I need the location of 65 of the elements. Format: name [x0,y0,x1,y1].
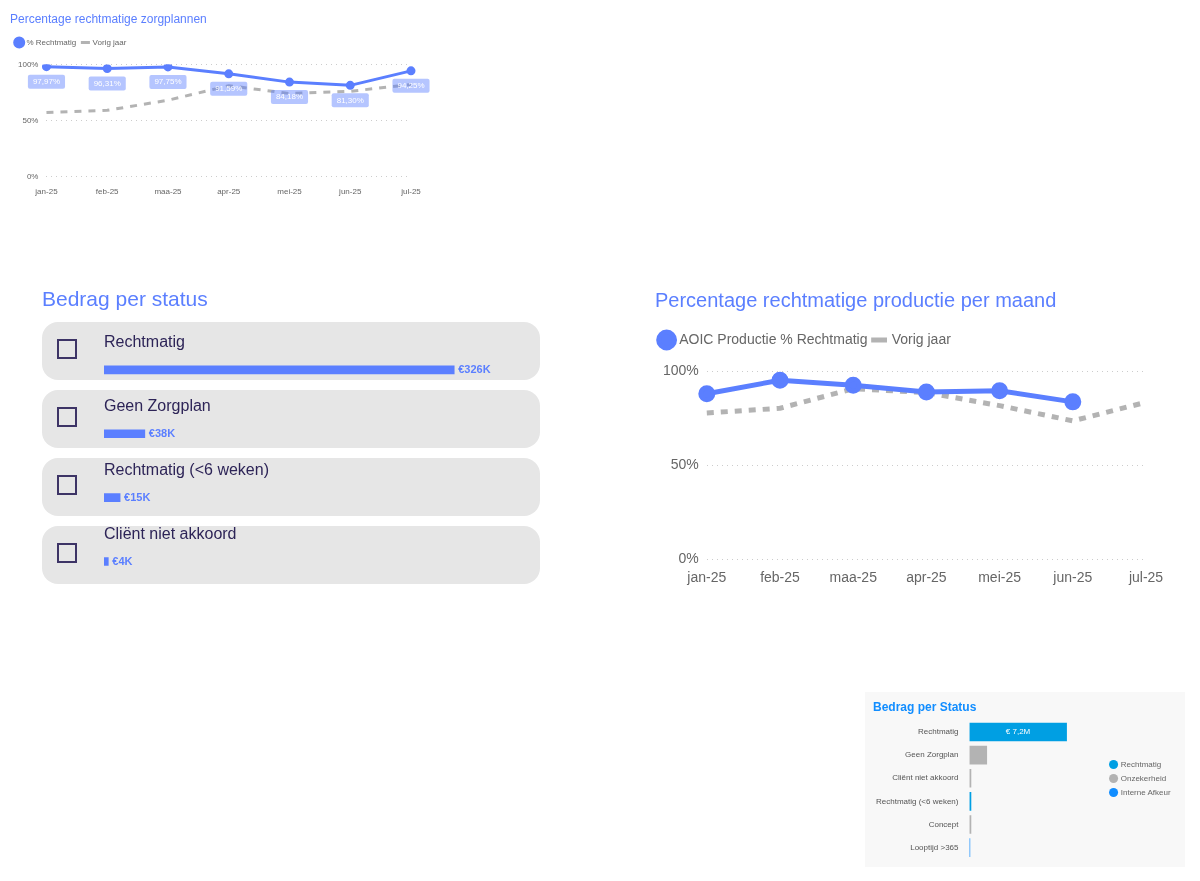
y-tick-label: 50% [670,455,699,472]
data-label: € 7,2M [1005,727,1031,737]
x-tick-label: jan-25 [686,569,727,586]
x-tick-label: jan-25 [34,187,59,197]
y-tick-label: Rechtmatig [104,333,185,351]
legend-label: AOIC Productie % Rechtmatig [679,330,868,347]
x-tick-label: jun-25 [1052,569,1093,586]
y-tick-label: Geen Zorgplan [104,397,211,415]
bar [104,557,109,566]
chart-title: Percentage rechtmatige zorgplannen [10,11,207,26]
y-tick-label: Rechtmatig (<6 weken) [876,796,959,806]
data-label: €4K [112,554,133,567]
chart-title: Percentage rechtmatige productie per maand [655,288,1057,311]
y-tick-label: Concept [928,819,960,829]
legend-label: Vorig jaar [92,37,127,47]
x-tick-label: feb-25 [95,187,120,197]
point [41,64,51,72]
y-tick-label: 0% [26,171,39,181]
data-label: €15K [124,490,151,503]
point [345,80,355,90]
x-tick-label: mei-25 [277,187,303,197]
point [102,64,112,74]
x-tick-label: maa-25 [154,187,183,197]
legend-label: % Rechtmatig [26,37,77,47]
x-tick-label: jul-25 [1127,569,1164,586]
y-tick-label: Rechtmatig (<6 weken) [104,461,269,479]
x-tick-label: jul-25 [400,187,422,197]
data-label: €38K [148,426,176,439]
x-tick-label: feb-25 [760,569,801,586]
bar [969,722,1067,742]
x-tick-label: apr-25 [906,569,947,586]
point [163,64,173,72]
bar [104,365,455,375]
data-label: 96,31% [93,78,121,88]
x-tick-label: maa-25 [829,569,878,586]
legend-label: Interne Afkeur [1120,787,1171,797]
legend-label: Onzekerheid [1120,773,1167,783]
chart-title: Bedrag per Status [873,699,977,714]
legend-label: Rechtmatig [1120,759,1162,769]
y-tick-label: 0% [678,550,699,567]
y-tick-label: 50% [22,115,39,125]
x-tick-label: mei-25 [978,569,1022,586]
bar [104,493,121,502]
data-label: 84,18% [275,92,304,102]
bar [104,429,146,439]
bar [969,745,988,765]
point [406,66,416,76]
x-tick-label: apr-25 [217,187,241,197]
data-label: 97,97% [32,76,61,86]
y-tick-label: 100% [662,361,699,378]
chart-title: Bedrag per status [42,287,208,311]
y-tick-label: Rechtmatig [918,727,959,737]
data-label: €326K [458,362,491,375]
data-label: 81,30% [336,95,364,105]
y-tick-label: Geen Zorgplan [905,750,959,760]
point [224,69,234,79]
y-tick-label: Looptijd >365 [910,842,960,852]
legend-label: Vorig jaar [891,330,952,347]
y-tick-label: Cliënt niet akkoord [104,524,237,542]
x-tick-label: jun-25 [338,187,362,197]
y-tick-label: 100% [17,59,39,69]
data-label: 91,59% [215,84,243,94]
y-tick-label: Cliënt niet akkoord [892,773,959,783]
point [284,77,294,87]
data-label: 97,75% [154,77,182,87]
